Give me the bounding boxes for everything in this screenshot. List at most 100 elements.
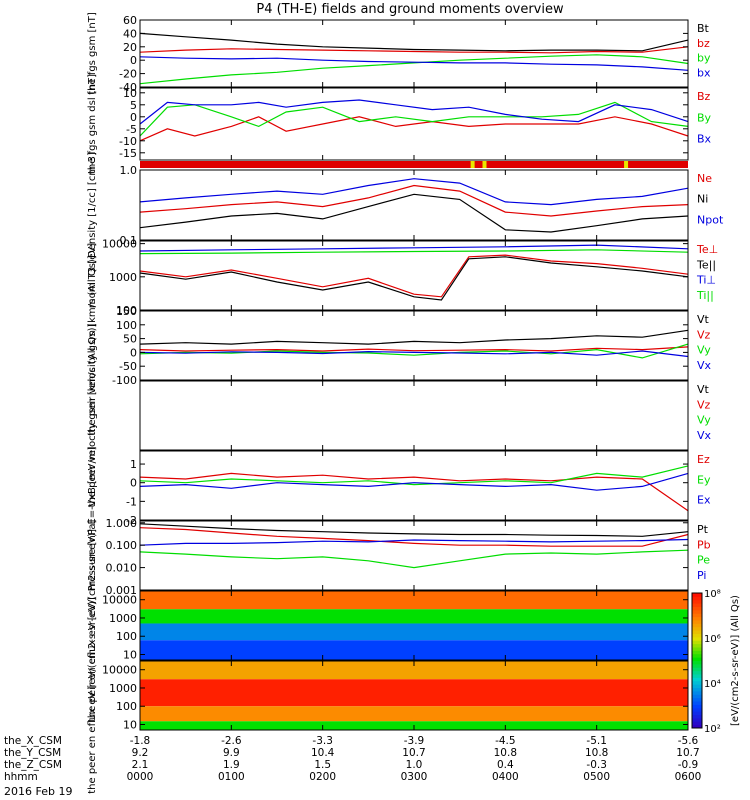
colorbar-cell	[692, 667, 702, 672]
legend-Vy: Vy	[697, 414, 711, 427]
x-tick-label: 10.8	[494, 747, 517, 759]
y-tick-label: 150	[116, 305, 137, 318]
colorbar-tick-label: 10⁸	[704, 589, 721, 600]
x-tick-label: -0.9	[678, 759, 699, 771]
colorbar-cell	[692, 704, 702, 709]
series-line-Ey	[139, 465, 689, 486]
x-tick-label: 0.4	[497, 759, 514, 771]
series-line-Npot	[139, 178, 689, 206]
y-tick-label: 0.010	[106, 562, 138, 575]
x-row-label: the_Z_CSM	[4, 759, 62, 771]
series-line-Te||	[139, 256, 689, 301]
y-axis-label: the fgs gsm dsl [nT]	[87, 74, 98, 174]
legend-Ti⊥: Ti⊥	[696, 274, 716, 287]
x-tick-label: 2.1	[132, 759, 149, 771]
y-tick-label: 10000	[102, 238, 137, 251]
legend-Vx: Vx	[697, 429, 712, 442]
colorbar-cell	[692, 701, 702, 705]
legend-Ne: Ne	[697, 172, 712, 185]
y-tick-label: -10	[119, 135, 137, 148]
panel-8: 10000 1000 100 10 the peir en eflux eV [eV/(…	[87, 529, 689, 722]
legend-Vz: Vz	[697, 398, 711, 411]
series-line-Te⊥	[139, 254, 689, 298]
y-tick-label: -5	[126, 123, 137, 136]
y-axis-label: mom T3 [eV]	[87, 243, 98, 308]
y-tick-label: 0	[130, 346, 137, 359]
colorbar-cell	[692, 609, 702, 614]
y-tick-label: 100	[116, 304, 137, 317]
panel-frame	[139, 520, 689, 591]
series-line-Ti||	[139, 249, 689, 255]
colorbar-cell	[692, 697, 702, 702]
series-line-Ni	[139, 193, 689, 233]
panel-frame	[139, 310, 689, 381]
series-line-Bz	[139, 116, 689, 142]
colorbar-cell	[692, 626, 702, 631]
status-bar	[140, 161, 688, 168]
heatmap-band	[140, 679, 688, 707]
colorbar-tick-label: 10⁴	[704, 679, 721, 690]
panel-6: Ez Ey Ex 1 0 -1 -2 E=-VxB [mV/m]	[87, 446, 711, 527]
y-axis-label: the peir en eflux eV [eV/(cm2-s-sr-eV)]	[87, 529, 98, 722]
y-tick-label: 1.000	[106, 517, 138, 530]
y-tick-label: 10000	[102, 664, 137, 677]
heatmap-band	[140, 706, 688, 722]
panel-3: Te⊥ Te|| Ti⊥ Ti|| 10000 1000 100 mom T3 [eV]	[87, 238, 718, 317]
colorbar-cell	[692, 647, 702, 651]
x-tick-label: 0600	[675, 771, 702, 783]
figure-title: P4 (TH-E) fields and ground moments over…	[256, 2, 564, 17]
x-tick-label: 0000	[127, 771, 154, 783]
panel-5: Vt Vz Vy Vx the peer velocity gsm [km/s (All…	[87, 323, 712, 507]
colorbar-cell	[692, 620, 702, 624]
x-row-label: the_Y_CSM	[4, 747, 61, 759]
colorbar-cell	[692, 690, 702, 695]
date-label: 2016 Feb 19	[4, 785, 72, 798]
legend-Bx: Bx	[697, 133, 712, 146]
x-row-label: hhmm	[4, 771, 38, 783]
colorbar-cell	[692, 650, 702, 655]
x-tick-label: -4.5	[495, 735, 516, 747]
colorbar-cell	[692, 711, 702, 715]
legend-Pt: Pt	[697, 523, 709, 536]
x-tick-label: 1.0	[406, 759, 423, 771]
legend-Bt: Bt	[697, 22, 710, 35]
legend-by: by	[697, 52, 711, 65]
status-bar-mark	[624, 161, 629, 168]
legend-Te||: Te||	[696, 258, 716, 271]
y-axis-label: the peir velocity gsm [km/s (All Qs)]	[87, 255, 98, 436]
y-tick-label: -20	[119, 68, 137, 81]
series-line-Vy	[139, 343, 689, 359]
y-tick-label: 0.001	[106, 584, 138, 597]
y-tick-label: 5	[130, 99, 137, 112]
y-tick-label: 60	[123, 14, 137, 27]
y-tick-label: 1000	[109, 271, 137, 284]
x-tick-label: 10.8	[585, 747, 608, 759]
y-axis-label: Density [1/cc] [cm-3]	[87, 152, 98, 258]
colorbar-cell	[692, 653, 702, 658]
x-tick-label: 0300	[401, 771, 428, 783]
series-line-Vz	[139, 346, 689, 352]
y-tick-label: 10000	[102, 594, 137, 607]
y-axis-label: Pressure [nPa]	[87, 520, 98, 592]
series-line-Pe	[139, 549, 689, 569]
colorbar-cell	[692, 603, 702, 607]
legend-Ti||: Ti||	[696, 289, 714, 302]
colorbar-cell	[692, 714, 702, 719]
y-tick-label: 40	[123, 27, 137, 40]
colorbar-cell	[692, 721, 702, 726]
y-tick-label: 0	[130, 477, 137, 490]
colorbar-cell	[692, 630, 702, 634]
heatmap-band	[140, 591, 688, 610]
legend-Vz: Vz	[697, 328, 711, 341]
colorbar-cell	[692, 717, 702, 722]
legend-Vy: Vy	[697, 344, 711, 357]
series-line-Vt	[139, 329, 689, 345]
colorbar-cell	[692, 633, 702, 638]
x-tick-label: 10.7	[676, 747, 699, 759]
y-tick-label: -1	[126, 495, 137, 508]
x-tick-label: 9.9	[223, 747, 240, 759]
legend-Vt: Vt	[697, 313, 710, 326]
